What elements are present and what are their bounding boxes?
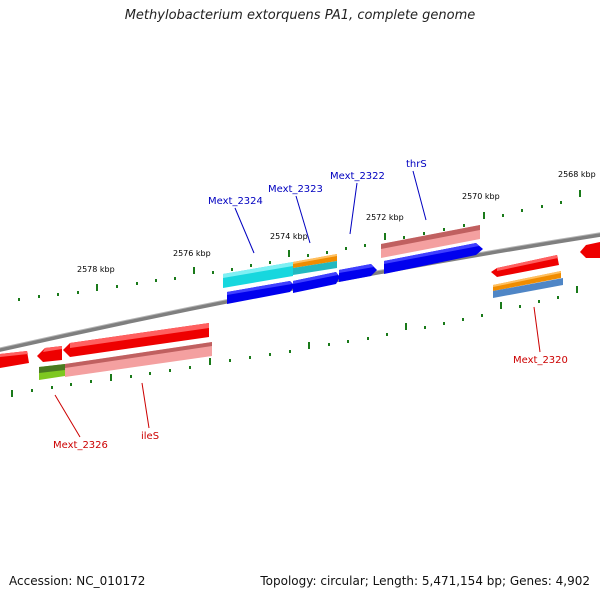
outer-tick-row	[18, 190, 581, 301]
leader-line-mext2323	[295, 195, 311, 244]
gene-mext2320-blue[interactable]	[493, 278, 563, 298]
accession-text: Accession: NC_010172	[9, 574, 146, 588]
tick-label-2576: 2576 kbp	[173, 249, 211, 258]
tick-label-2574: 2574 kbp	[270, 232, 308, 241]
gene-mext2324-inner[interactable]	[227, 281, 295, 304]
tick-label-2568: 2568 kbp	[558, 170, 596, 179]
tick-label-2572: 2572 kbp	[366, 213, 404, 222]
gene-mext2326-red[interactable]	[37, 346, 62, 362]
tick-label-2578: 2578 kbp	[77, 265, 115, 274]
gene-label-thrS: thrS	[406, 159, 427, 170]
gene-label-ileS: ileS	[141, 431, 159, 442]
leader-line-mext2322	[349, 182, 358, 235]
gene-label-mext2323: Mext_2323	[268, 184, 323, 195]
tick-label-2570: 2570 kbp	[462, 192, 500, 201]
gene-thrS-inner[interactable]	[384, 243, 483, 274]
gene-label-mext2326: Mext_2326	[53, 440, 108, 451]
map-title: Methylobacterium extorquens PA1, complet…	[124, 8, 476, 23]
genome-summary-text: Topology: circular; Length: 5,471,154 bp…	[260, 574, 590, 588]
gene-mext2323-inner[interactable]	[293, 272, 340, 293]
gene-label-mext2320: Mext_2320	[513, 355, 568, 366]
gene-right-edge-red[interactable]	[580, 242, 600, 258]
leader-line-thrS	[412, 170, 427, 221]
inner-tick-row	[11, 286, 578, 397]
leader-line-mext2320	[533, 306, 541, 353]
leader-line-mext2326	[54, 394, 81, 438]
gene-label-mext2324: Mext_2324	[208, 196, 263, 207]
gene-label-mext2322: Mext_2322	[330, 171, 385, 182]
gene-mext2323-outer-cyan[interactable]	[293, 261, 337, 275]
leader-line-ileS	[141, 382, 150, 429]
leader-line-mext2324	[234, 207, 255, 254]
